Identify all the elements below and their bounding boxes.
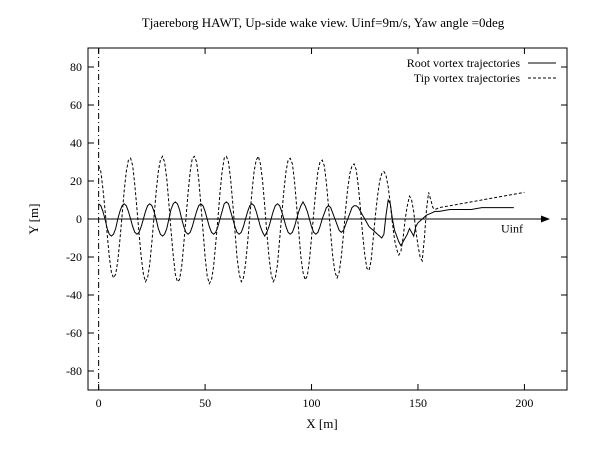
x-axis-label: X [m]	[306, 416, 337, 431]
y-tick-label: -20	[66, 250, 82, 264]
wind-direction-arrow	[88, 215, 550, 223]
y-tick-label: 40	[70, 136, 82, 150]
y-tick-label: 0	[76, 212, 82, 226]
x-axis-ticks: 0 50 100 150 200	[96, 48, 533, 410]
y-tick-label: 20	[70, 174, 82, 188]
x-tick-label: 100	[303, 396, 321, 410]
y-tick-label: -40	[66, 288, 82, 302]
x-tick-label: 50	[199, 396, 211, 410]
y-tick-label: 60	[70, 98, 82, 112]
x-tick-label: 150	[409, 396, 427, 410]
uinf-annotation: Uinf	[501, 222, 523, 236]
y-tick-label: 80	[70, 60, 82, 74]
y-axis-label: Y [m]	[26, 204, 41, 235]
legend-label-root: Root vortex trajectories	[407, 56, 521, 70]
root-vortex-line	[98, 198, 514, 247]
y-tick-label: -80	[66, 364, 82, 378]
x-tick-label: 0	[96, 396, 102, 410]
tip-vortex-line	[98, 154, 525, 285]
chart-title: Tjaereborg HAWT, Up-side wake view. Uinf…	[142, 15, 505, 30]
series-group	[98, 154, 525, 285]
x-tick-label: 200	[515, 396, 533, 410]
y-tick-label: -60	[66, 326, 82, 340]
legend: Root vortex trajectories Tip vortex traj…	[407, 56, 556, 85]
y-axis-ticks: -80 -60 -40 -20 0 20 40 60 80	[66, 60, 567, 378]
wind-arrow-head	[540, 215, 550, 223]
legend-label-tip: Tip vortex trajectories	[414, 71, 521, 85]
